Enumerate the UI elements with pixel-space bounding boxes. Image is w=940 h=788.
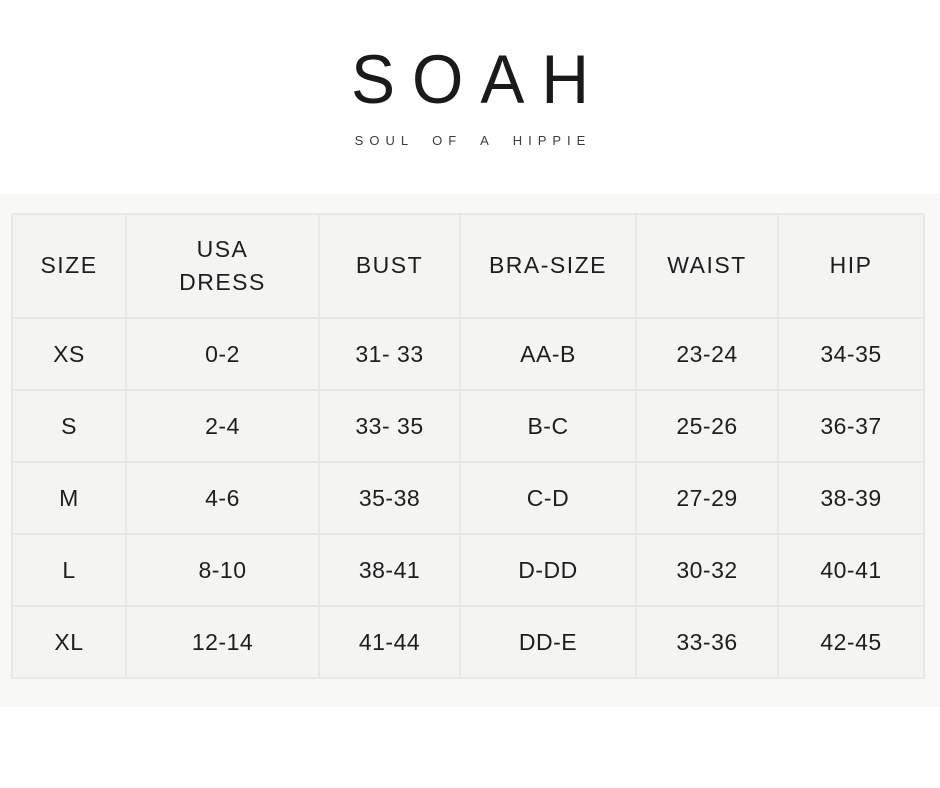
table-cell: 0-2 <box>125 317 320 391</box>
brand-logo: SOAH <box>350 40 607 118</box>
table-row-m: M 4-6 35-38 C-D 27-29 38-39 <box>11 461 925 535</box>
table-cell: 23-24 <box>635 317 779 391</box>
table-row-l: L 8-10 38-41 D-DD 30-32 40-41 <box>11 533 925 607</box>
table-cell: DD-E <box>459 605 637 679</box>
header-cell-waist: WAIST <box>635 213 779 319</box>
header-cell-size: SIZE <box>11 213 127 319</box>
table-row-xl: XL 12-14 41-44 DD-E 33-36 42-45 <box>11 605 925 679</box>
size-chart-table: SIZE USA DRESS BUST BRA-SIZE WAIST HIP X… <box>11 213 925 679</box>
table-cell: L <box>11 533 127 607</box>
table-cell: D-DD <box>459 533 637 607</box>
table-row-s: S 2-4 33- 35 B-C 25-26 36-37 <box>11 389 925 463</box>
table-cell: 40-41 <box>777 533 925 607</box>
table-cell: 42-45 <box>777 605 925 679</box>
header-row: SIZE USA DRESS BUST BRA-SIZE WAIST HIP <box>11 213 925 319</box>
table-cell: S <box>11 389 127 463</box>
table-cell: 36-37 <box>777 389 925 463</box>
table-cell: 33- 35 <box>318 389 461 463</box>
table-cell: 38-41 <box>318 533 461 607</box>
table-cell: C-D <box>459 461 637 535</box>
header-cell-bust: BUST <box>318 213 461 319</box>
table-cell: 2-4 <box>125 389 320 463</box>
table-cell: M <box>11 461 127 535</box>
table-cell: XL <box>11 605 127 679</box>
header-cell-usa-dress: USA DRESS <box>125 213 320 319</box>
size-chart-section: SIZE USA DRESS BUST BRA-SIZE WAIST HIP X… <box>0 194 940 707</box>
table-cell: B-C <box>459 389 637 463</box>
table-cell: XS <box>11 317 127 391</box>
table-cell: 34-35 <box>777 317 925 391</box>
brand-tagline: SOUL OF A HIPPIE <box>354 133 592 148</box>
header-cell-bra-size: BRA-SIZE <box>459 213 637 319</box>
table-cell: 33-36 <box>635 605 779 679</box>
table-cell: 12-14 <box>125 605 320 679</box>
table-cell: 25-26 <box>635 389 779 463</box>
table-cell: AA-B <box>459 317 637 391</box>
table-cell: 8-10 <box>125 533 320 607</box>
brand-header: SOAH SOUL OF A HIPPIE <box>0 0 940 148</box>
table-cell: 41-44 <box>318 605 461 679</box>
table-cell: 31- 33 <box>318 317 461 391</box>
table-cell: 4-6 <box>125 461 320 535</box>
table-cell: 30-32 <box>635 533 779 607</box>
table-row-xs: XS 0-2 31- 33 AA-B 23-24 34-35 <box>11 317 925 391</box>
table-cell: 38-39 <box>777 461 925 535</box>
header-cell-hip: HIP <box>777 213 925 319</box>
table-cell: 35-38 <box>318 461 461 535</box>
table-cell: 27-29 <box>635 461 779 535</box>
